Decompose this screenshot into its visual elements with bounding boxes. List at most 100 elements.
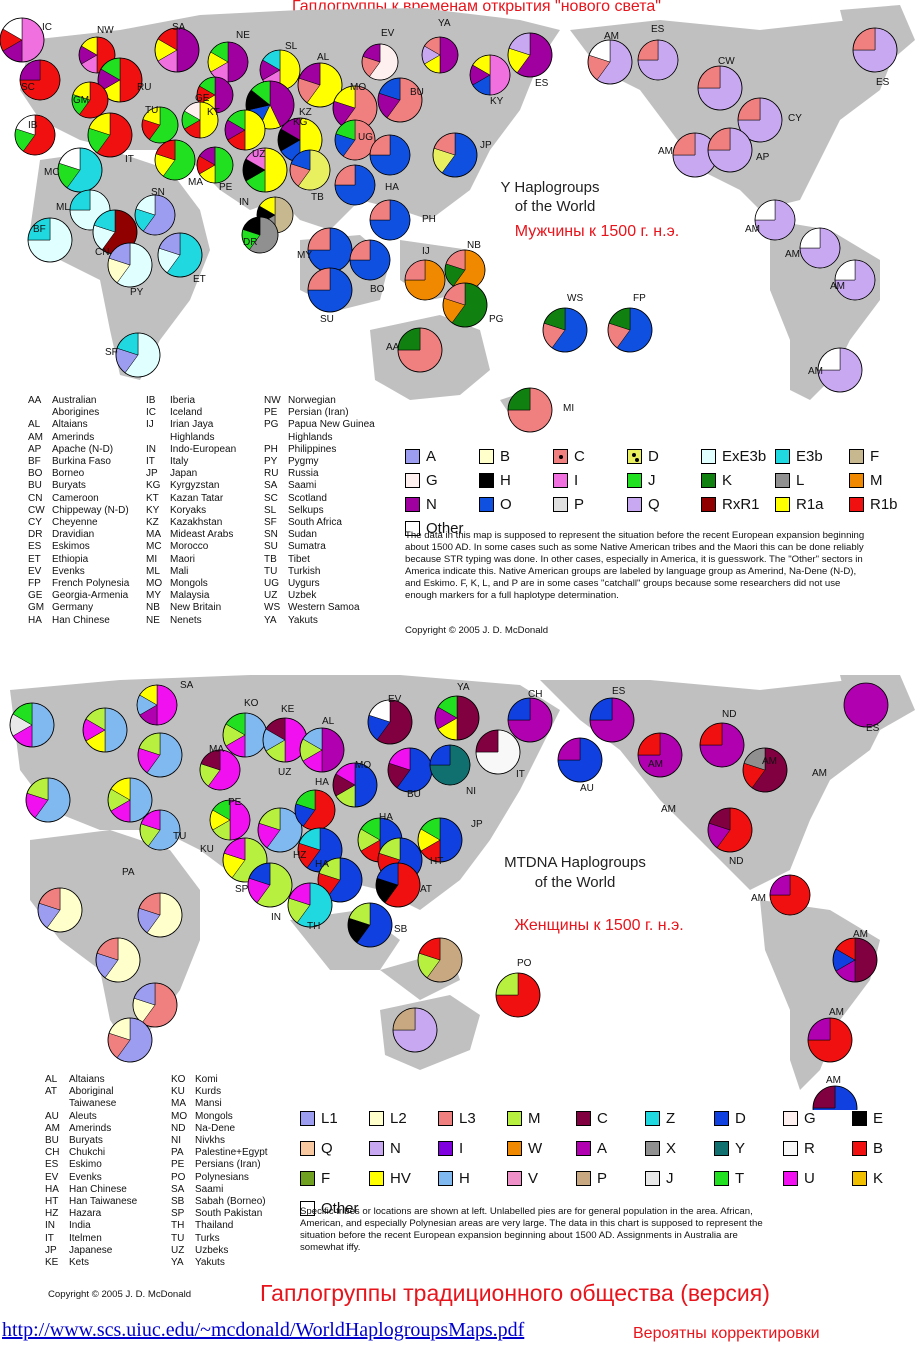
pie-outline bbox=[417, 937, 463, 983]
abbrev-code: AU bbox=[45, 1110, 59, 1122]
abbrev-name: Sumatra bbox=[288, 541, 326, 553]
abbrev-row: MC Morocco bbox=[146, 541, 264, 553]
y-population-label: HA bbox=[385, 182, 399, 193]
mtdna-haplogroup-pie bbox=[832, 937, 878, 983]
y-haplogroup-pie bbox=[134, 194, 176, 236]
pie-outline bbox=[139, 809, 181, 851]
pie-outline bbox=[242, 147, 288, 193]
abbrev-row: MY Malaysia bbox=[146, 590, 264, 602]
mtdna-haplogroup-pie bbox=[37, 887, 83, 933]
abbrev-name: South Pakistan bbox=[195, 1208, 263, 1220]
pie-outline bbox=[432, 132, 478, 178]
abbrev-name: Selkups bbox=[288, 504, 324, 516]
mtdna-haplogroup-pie bbox=[222, 837, 268, 883]
y-population-label: KG bbox=[293, 117, 308, 128]
abbrev-name: India bbox=[69, 1220, 91, 1232]
mtdna-haplogroup-pie bbox=[557, 737, 603, 783]
key-swatch bbox=[438, 1111, 453, 1126]
mtdna-population-label: JP bbox=[471, 819, 483, 830]
mtdna-haplogroup-pie bbox=[294, 789, 336, 831]
abbrev-code: MA bbox=[146, 529, 161, 541]
pie-outline bbox=[69, 189, 111, 231]
abbrev-row: CW Chippeway (N-D) bbox=[28, 505, 146, 517]
key-swatch bbox=[576, 1111, 591, 1126]
abbrev-code: UG bbox=[264, 578, 279, 590]
abbrev-name: Persians (Iran) bbox=[195, 1159, 261, 1171]
mtdna-haplogroup-pie bbox=[589, 697, 635, 743]
mtdna-haplogroup-pie bbox=[417, 937, 463, 983]
key-swatch bbox=[849, 497, 864, 512]
y-haplogroup-pie bbox=[332, 85, 378, 131]
key-swatch bbox=[783, 1141, 798, 1156]
y-population-label: MC bbox=[44, 167, 60, 178]
y-population-label: SL bbox=[285, 41, 298, 52]
source-link[interactable]: http://www.scs.uiuc.edu/~mcdonald/WorldH… bbox=[2, 1319, 525, 1341]
abbrev-name: French Polynesia bbox=[52, 578, 130, 590]
abbrev-code: IJ bbox=[146, 419, 154, 431]
abbrev-row: IN India bbox=[45, 1220, 171, 1232]
key-swatch bbox=[405, 473, 420, 488]
pie-outline bbox=[832, 937, 878, 983]
key-swatch bbox=[645, 1171, 660, 1186]
abbrev-row: BU Buryats bbox=[28, 480, 146, 492]
abbrev-row: JP Japan bbox=[146, 468, 264, 480]
abbrev-name: Turkish bbox=[288, 565, 321, 577]
key-item: K bbox=[852, 1170, 883, 1187]
abbrev-row: ES Eskimo bbox=[45, 1159, 171, 1171]
y-population-label: AM bbox=[830, 281, 845, 292]
abbrev-row: SN Sudan bbox=[264, 529, 382, 541]
abbrev-row: SF South Africa bbox=[264, 517, 382, 529]
abbrev-name: Han Chinese bbox=[52, 614, 110, 626]
key-label: I bbox=[459, 1140, 464, 1157]
abbrev-name: Aborigines bbox=[52, 407, 100, 419]
abbrev-code: PA bbox=[171, 1147, 184, 1159]
pie-outline bbox=[421, 36, 459, 74]
pie-outline bbox=[134, 194, 176, 236]
pie-outline bbox=[557, 737, 603, 783]
abbrev-row: UZ Uzbek bbox=[264, 590, 382, 602]
abbrev-row: Highlands bbox=[264, 432, 382, 444]
pie-outline bbox=[199, 749, 241, 791]
key-label: L3 bbox=[459, 1110, 476, 1127]
y-haplogroup-pie bbox=[307, 267, 353, 313]
pie-outline bbox=[429, 744, 471, 786]
abbrev-code: YA bbox=[264, 614, 277, 626]
abbrev-code: HA bbox=[45, 1183, 59, 1195]
abbrev-row: SB Sabah (Borneo) bbox=[171, 1196, 297, 1208]
pie-outline bbox=[707, 127, 753, 173]
abbrev-name: Scotland bbox=[288, 492, 327, 504]
abbrev-name: Highlands bbox=[288, 431, 333, 443]
pie-outline bbox=[115, 332, 161, 378]
y-note: The data in this map is supposed to repr… bbox=[405, 530, 865, 601]
pie-outline bbox=[257, 807, 303, 853]
mtdna-haplogroup-pie bbox=[812, 1085, 858, 1110]
mtdna-population-label: HZ bbox=[293, 850, 306, 861]
pie-outline bbox=[637, 39, 679, 81]
y-population-label: PE bbox=[219, 182, 233, 193]
abbrev-row: IT Italy bbox=[146, 456, 264, 468]
abbrev-row: AL Altaians bbox=[45, 1074, 171, 1086]
abbrev-row: PE Persians (Iran) bbox=[171, 1159, 297, 1171]
y-population-label: KZ bbox=[299, 107, 312, 118]
abbrev-name: Kazan Tatar bbox=[170, 492, 224, 504]
key-swatch bbox=[645, 1111, 660, 1126]
abbrev-name: Turks bbox=[195, 1232, 220, 1244]
y-population-label: ES bbox=[876, 77, 890, 88]
pie-outline bbox=[507, 697, 553, 743]
key-item: A bbox=[405, 448, 436, 465]
pie-outline bbox=[334, 119, 376, 161]
pie-outline bbox=[0, 17, 45, 63]
pie-outline bbox=[699, 722, 745, 768]
abbrev-name: Norwegian bbox=[288, 395, 336, 406]
key-label: R bbox=[804, 1140, 815, 1157]
pie-outline bbox=[769, 874, 811, 916]
y-haplogroup-pie bbox=[469, 54, 511, 96]
key-label: N bbox=[390, 1140, 401, 1157]
y-haplogroup-pie bbox=[397, 327, 443, 373]
y-population-label: YA bbox=[438, 18, 451, 29]
y-haplogroup-pie bbox=[737, 97, 783, 143]
abbrev-name: Pygmy bbox=[288, 456, 319, 468]
abbrev-row: CN Cameroon bbox=[28, 493, 146, 505]
abbrev-row: GE Georgia-Armenia bbox=[28, 590, 146, 602]
abbrev-row: HT Han Taiwanese bbox=[45, 1196, 171, 1208]
